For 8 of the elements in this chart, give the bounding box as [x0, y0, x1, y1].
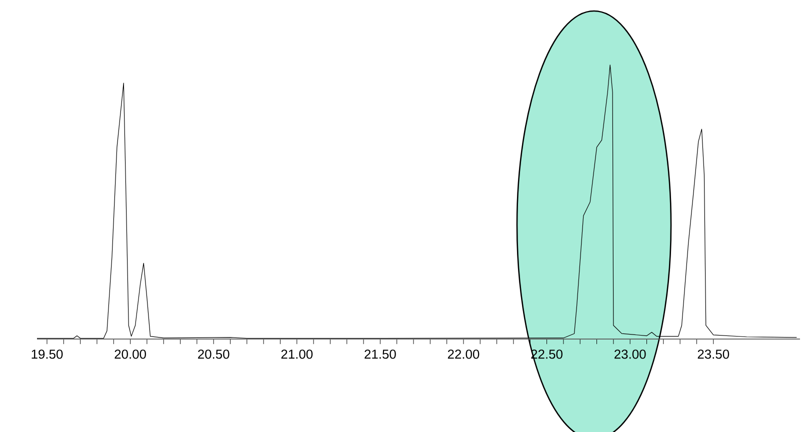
x-tick-label: 23.50: [698, 350, 730, 359]
x-tick-label: 20.00: [114, 350, 146, 359]
x-tick-label: 23.00: [614, 350, 646, 359]
x-tick-label: 21.00: [281, 350, 313, 359]
x-tick-label: 22.00: [448, 350, 480, 359]
x-tick-label: 19.50: [32, 350, 63, 359]
x-tick-label: 21.50: [364, 350, 396, 359]
x-tick-label: 20.50: [198, 350, 230, 359]
